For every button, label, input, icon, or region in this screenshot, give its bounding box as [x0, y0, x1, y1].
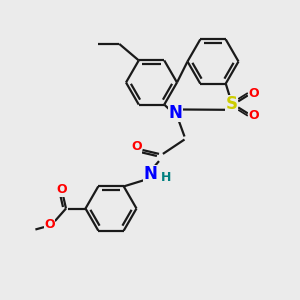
Text: O: O [131, 140, 142, 154]
Text: O: O [56, 183, 67, 196]
Text: O: O [248, 109, 259, 122]
Text: O: O [248, 86, 259, 100]
Text: N: N [143, 165, 157, 183]
Text: S: S [226, 95, 238, 113]
Text: N: N [169, 103, 182, 122]
Text: H: H [160, 171, 171, 184]
Text: O: O [44, 218, 55, 231]
